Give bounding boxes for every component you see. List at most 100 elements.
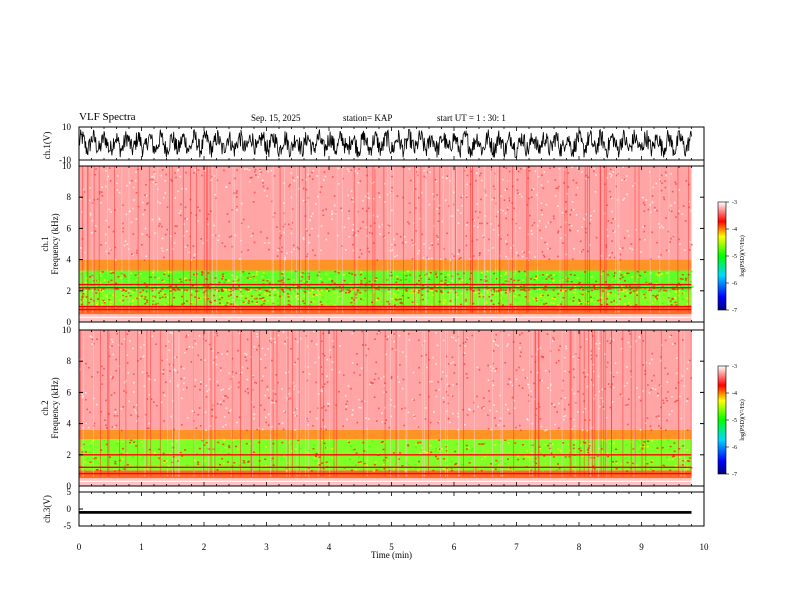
ch2-spectrogram-speckle (290, 443, 293, 445)
ch2-spectrogram-speckle (283, 410, 285, 412)
ch1-spectrogram-speckle (485, 280, 488, 282)
ch2-spectrogram-speckle (623, 385, 626, 387)
ch2-spectrogram-speckle (227, 461, 229, 463)
ch1-spectrogram-speckle (426, 286, 429, 288)
ch1-spectrogram-speckle (242, 300, 244, 302)
ch1-spectrogram-speckle (125, 290, 127, 292)
ch2-spectrogram-speckle (468, 470, 470, 472)
ch1-spectrogram-speckle (174, 197, 176, 199)
ch1-spectrogram-speckle (517, 254, 520, 257)
ch2-spectrogram-speckle (86, 408, 88, 411)
ch1-spectrogram-speckle (523, 270, 526, 273)
ch1-spectrogram-speckle (676, 285, 679, 287)
ch2-spectrogram-speckle (267, 388, 269, 391)
ch2-spectrogram-speckle (447, 417, 450, 420)
ch1-spectrogram-speckle (543, 303, 546, 305)
ch1-spectrogram-speckle (169, 285, 172, 287)
ch2-spectrogram-speckle (358, 456, 360, 458)
ch2-spectrogram-speckle (246, 388, 249, 390)
ch1-spectrogram-speckle (691, 285, 694, 288)
ch1-spectrogram-speckle (420, 191, 423, 194)
ch2-spectrogram-speckle (306, 379, 309, 382)
ch1-spectrogram-speckle (580, 240, 582, 243)
ch1-spectrogram-speckle (548, 258, 551, 260)
ch1-spectrogram-speckle (356, 172, 359, 174)
ch2-spectrogram-speckle (489, 365, 492, 368)
ch2-spectrogram-speckle (215, 416, 217, 419)
ch1-spectrogram-speckle (412, 242, 414, 245)
ch2-spectrogram-speckle (587, 449, 589, 451)
ch2-spectrogram-speckle (671, 395, 673, 398)
ch1-spectrogram-speckle (621, 276, 624, 278)
ch1-spectrogram-speckle (394, 255, 396, 258)
ch1-spectrogram-speckle (488, 238, 490, 241)
ch2-spectrogram-speckle (132, 441, 135, 443)
ch2-spectrogram-speckle (309, 411, 311, 413)
ch2-spectrogram-speckle (657, 415, 660, 417)
ch2-spectrogram-speckle (193, 459, 196, 462)
ch1-spectrogram-speckle (384, 290, 387, 293)
ch1-spectrogram-speckle (622, 166, 625, 168)
ch2-spectrogram-speckle (209, 425, 212, 427)
ch1-spectrogram-speckle (320, 225, 323, 227)
ch1-spectrogram-speckle (476, 239, 478, 241)
ch1-spectrogram-speckle (356, 290, 359, 293)
ch2-spectrogram-speckle (122, 406, 124, 408)
ch2-spectrogram-speckle (642, 390, 644, 392)
ch2-spectrogram-speckle (89, 411, 91, 414)
ch1-spectrogram-speckle (375, 277, 378, 279)
ch1-spectrogram-speckle (291, 176, 294, 179)
ch2-spectrogram-speckle (495, 459, 498, 462)
ch1-spectrogram-speckle (352, 234, 355, 237)
ch1-spectrogram-speckle (100, 289, 102, 291)
ch1-spectrogram-speckle (315, 203, 317, 205)
ch1-spectrogram-speckle (161, 296, 164, 298)
ch1-spectrogram-speckle (110, 272, 113, 274)
ch2-spectrogram-speckle (110, 394, 113, 396)
ch1-spectrogram-speckle (186, 289, 189, 291)
ch2-spectrogram-speckle (626, 461, 629, 464)
ch1-spectrogram-speckle (431, 290, 434, 292)
ch1-spectrogram-speckle (539, 229, 541, 232)
ch1-spectrogram-speckle (359, 291, 362, 294)
x-tick-label: 4 (327, 542, 332, 552)
ch2-spectrogram-speckle (312, 425, 314, 427)
ch1-spectrogram-speckle (602, 270, 605, 273)
ch2-spectrogram-speckle (84, 392, 87, 394)
ch1-spectrogram-speckle (158, 295, 161, 297)
ch1-spectrogram-speckle (624, 179, 627, 181)
ch1-spectrogram-speckle (490, 168, 492, 171)
ch1-spectrogram-speckle (92, 300, 95, 302)
ch2-spectrogram-speckle (448, 421, 451, 424)
ch2-spectrogram-speckle (315, 452, 318, 455)
ch1-spectrogram-speckle (487, 249, 490, 252)
ch2-spectrogram-speckle (443, 401, 445, 403)
ch2-spectrogram-speckle (124, 464, 127, 467)
ch1-spectrogram-speckle (248, 272, 251, 275)
ch2-spectrogram-speckle (323, 425, 326, 428)
ch1-spectrogram-speckle (651, 302, 654, 304)
ch1-spectrogram-speckle (250, 235, 253, 237)
ch1-spectrogram-speckle (305, 228, 307, 231)
ch2-spectrogram-speckle (429, 445, 432, 447)
ch1-spectrogram-speckle (651, 201, 654, 204)
ch1-spectrogram-colorbar-tick-label: -6 (732, 281, 737, 287)
ch1-spectrogram-speckle (336, 234, 339, 237)
ch2-spectrogram-speckle (224, 424, 227, 426)
ch1-spectrogram-speckle (447, 283, 449, 285)
ch1-spectrogram-speckle (207, 285, 210, 287)
ch2-spectrogram-speckle (671, 410, 673, 412)
ch1-spectrogram-speckle (581, 293, 584, 296)
ch2-spectrogram-speckle (89, 451, 92, 454)
ch1-spectrogram-speckle (557, 293, 560, 295)
ch2-spectrogram-speckle (662, 464, 665, 467)
ch1-spectrogram-speckle (229, 288, 232, 290)
ch1-spectrogram-speckle (434, 178, 437, 181)
ch1-spectrogram-speckle (180, 281, 183, 283)
ch2-spectrogram-speckle (211, 408, 213, 411)
ch1-spectrogram-speckle (544, 289, 547, 291)
ch1-spectrogram-speckle (658, 223, 660, 225)
ch2-spectrogram-speckle (368, 445, 371, 448)
ch1-spectrogram-speckle (109, 294, 112, 296)
ch2-spectrogram-speckle (360, 367, 363, 369)
